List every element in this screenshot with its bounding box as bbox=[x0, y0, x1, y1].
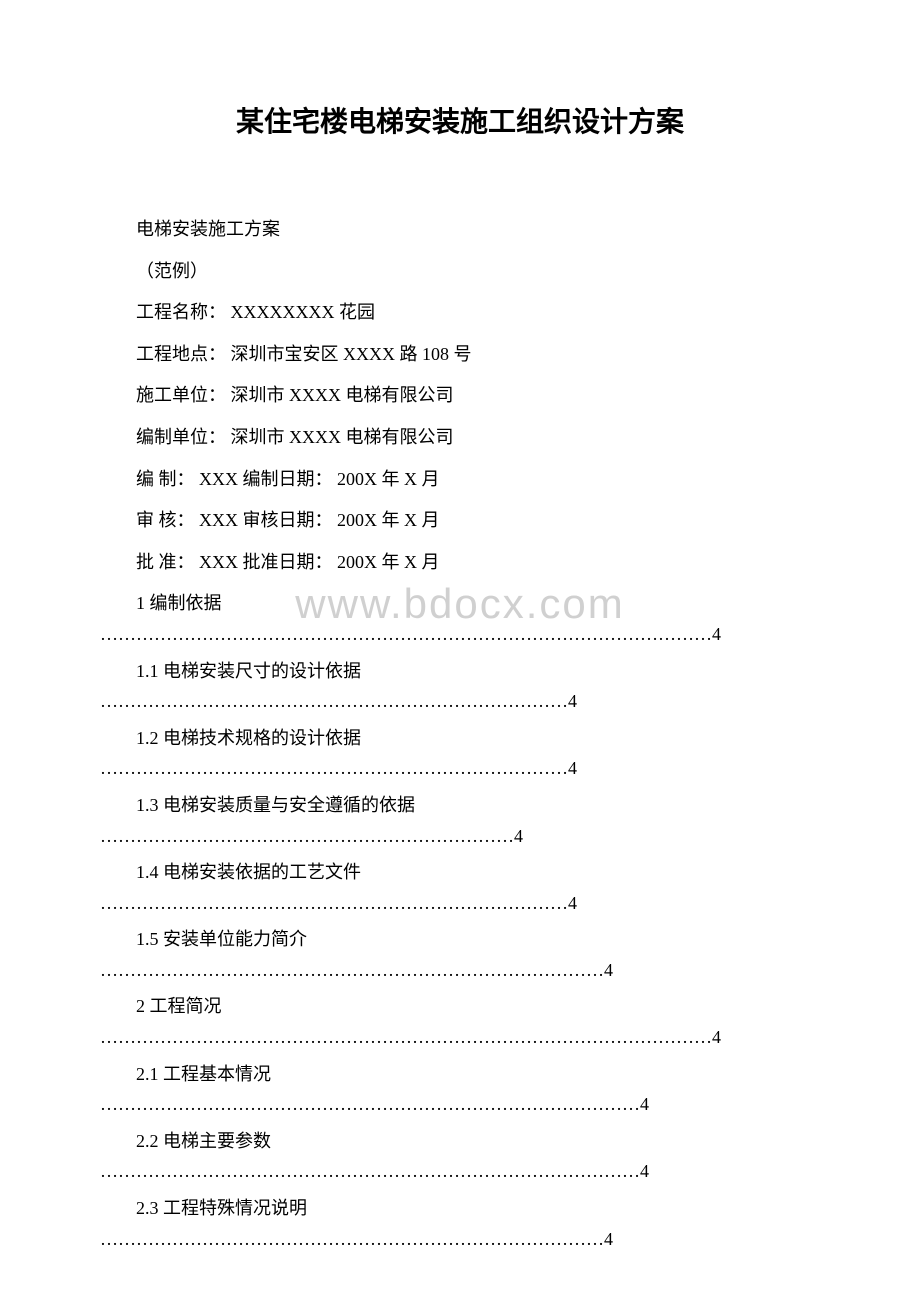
toc-dots: ……………………………………………………………………4 bbox=[100, 893, 820, 915]
project-location: 工程地点： 深圳市宝安区 XXXX 路 108 号 bbox=[100, 335, 820, 375]
project-name-label: 工程名称： bbox=[136, 302, 226, 322]
toc-entry: 1.1 电梯安装尺寸的设计依据 bbox=[100, 652, 820, 692]
project-location-label: 工程地点： bbox=[136, 344, 226, 364]
toc-entry: 1.5 安装单位能力简介 bbox=[100, 920, 820, 960]
compiler-value: XXX 编制日期： 200X 年 X 月 bbox=[195, 469, 440, 489]
toc-dots: …………………………………………………………………………………………4 bbox=[100, 624, 820, 646]
toc-dots: …………………………………………………………………………………………4 bbox=[100, 1027, 820, 1049]
toc-dots: …………………………………………………………………………4 bbox=[100, 1229, 820, 1251]
compiler-org-value: 深圳市 XXXX 电梯有限公司 bbox=[226, 427, 454, 447]
compiler-label: 编 制： bbox=[136, 469, 195, 489]
document-title: 某住宅楼电梯安装施工组织设计方案 bbox=[100, 100, 820, 140]
constructor: 施工单位： 深圳市 XXXX 电梯有限公司 bbox=[100, 376, 820, 416]
approver-label: 批 准： bbox=[136, 552, 195, 572]
toc-dots: ………………………………………………………………………………4 bbox=[100, 1094, 820, 1116]
reviewer-value: XXX 审核日期： 200X 年 X 月 bbox=[195, 510, 440, 530]
compiler-org: 编制单位： 深圳市 XXXX 电梯有限公司 bbox=[100, 418, 820, 458]
toc-dots: …………………………………………………………………………4 bbox=[100, 960, 820, 982]
toc-entry: 2.2 电梯主要参数 bbox=[100, 1122, 820, 1162]
toc-entry: 1.3 电梯安装质量与安全遵循的依据 bbox=[100, 786, 820, 826]
project-name-value: XXXXXXXX 花园 bbox=[226, 302, 375, 322]
constructor-value: 深圳市 XXXX 电梯有限公司 bbox=[226, 385, 454, 405]
approver-value: XXX 批准日期： 200X 年 X 月 bbox=[195, 552, 440, 572]
compiler: 编 制： XXX 编制日期： 200X 年 X 月 bbox=[100, 460, 820, 500]
table-of-contents: 1 编制依据 ………………………………………………………………………………………… bbox=[100, 584, 820, 1250]
toc-entry: 1.2 电梯技术规格的设计依据 bbox=[100, 719, 820, 759]
document-body: 电梯安装施工方案 （范例） 工程名称： XXXXXXXX 花园 工程地点： 深圳… bbox=[100, 210, 820, 1250]
approver: 批 准： XXX 批准日期： 200X 年 X 月 bbox=[100, 543, 820, 583]
constructor-label: 施工单位： bbox=[136, 385, 226, 405]
toc-entry: 1 编制依据 bbox=[100, 584, 820, 624]
toc-entry: 2 工程简况 bbox=[100, 987, 820, 1027]
toc-dots: ……………………………………………………………………4 bbox=[100, 691, 820, 713]
page-content: 某住宅楼电梯安装施工组织设计方案 电梯安装施工方案 （范例） 工程名称： XXX… bbox=[100, 100, 820, 1250]
toc-dots: ……………………………………………………………4 bbox=[100, 826, 820, 848]
toc-dots: ……………………………………………………………………4 bbox=[100, 758, 820, 780]
note: （范例） bbox=[100, 252, 820, 292]
toc-entry: 2.3 工程特殊情况说明 bbox=[100, 1189, 820, 1229]
project-location-value: 深圳市宝安区 XXXX 路 108 号 bbox=[226, 344, 472, 364]
project-name: 工程名称： XXXXXXXX 花园 bbox=[100, 293, 820, 333]
subtitle: 电梯安装施工方案 bbox=[100, 210, 820, 250]
reviewer: 审 核： XXX 审核日期： 200X 年 X 月 bbox=[100, 501, 820, 541]
toc-entry: 2.1 工程基本情况 bbox=[100, 1055, 820, 1095]
compiler-org-label: 编制单位： bbox=[136, 427, 226, 447]
toc-entry: 1.4 电梯安装依据的工艺文件 bbox=[100, 853, 820, 893]
toc-dots: ………………………………………………………………………………4 bbox=[100, 1161, 820, 1183]
reviewer-label: 审 核： bbox=[136, 510, 195, 530]
